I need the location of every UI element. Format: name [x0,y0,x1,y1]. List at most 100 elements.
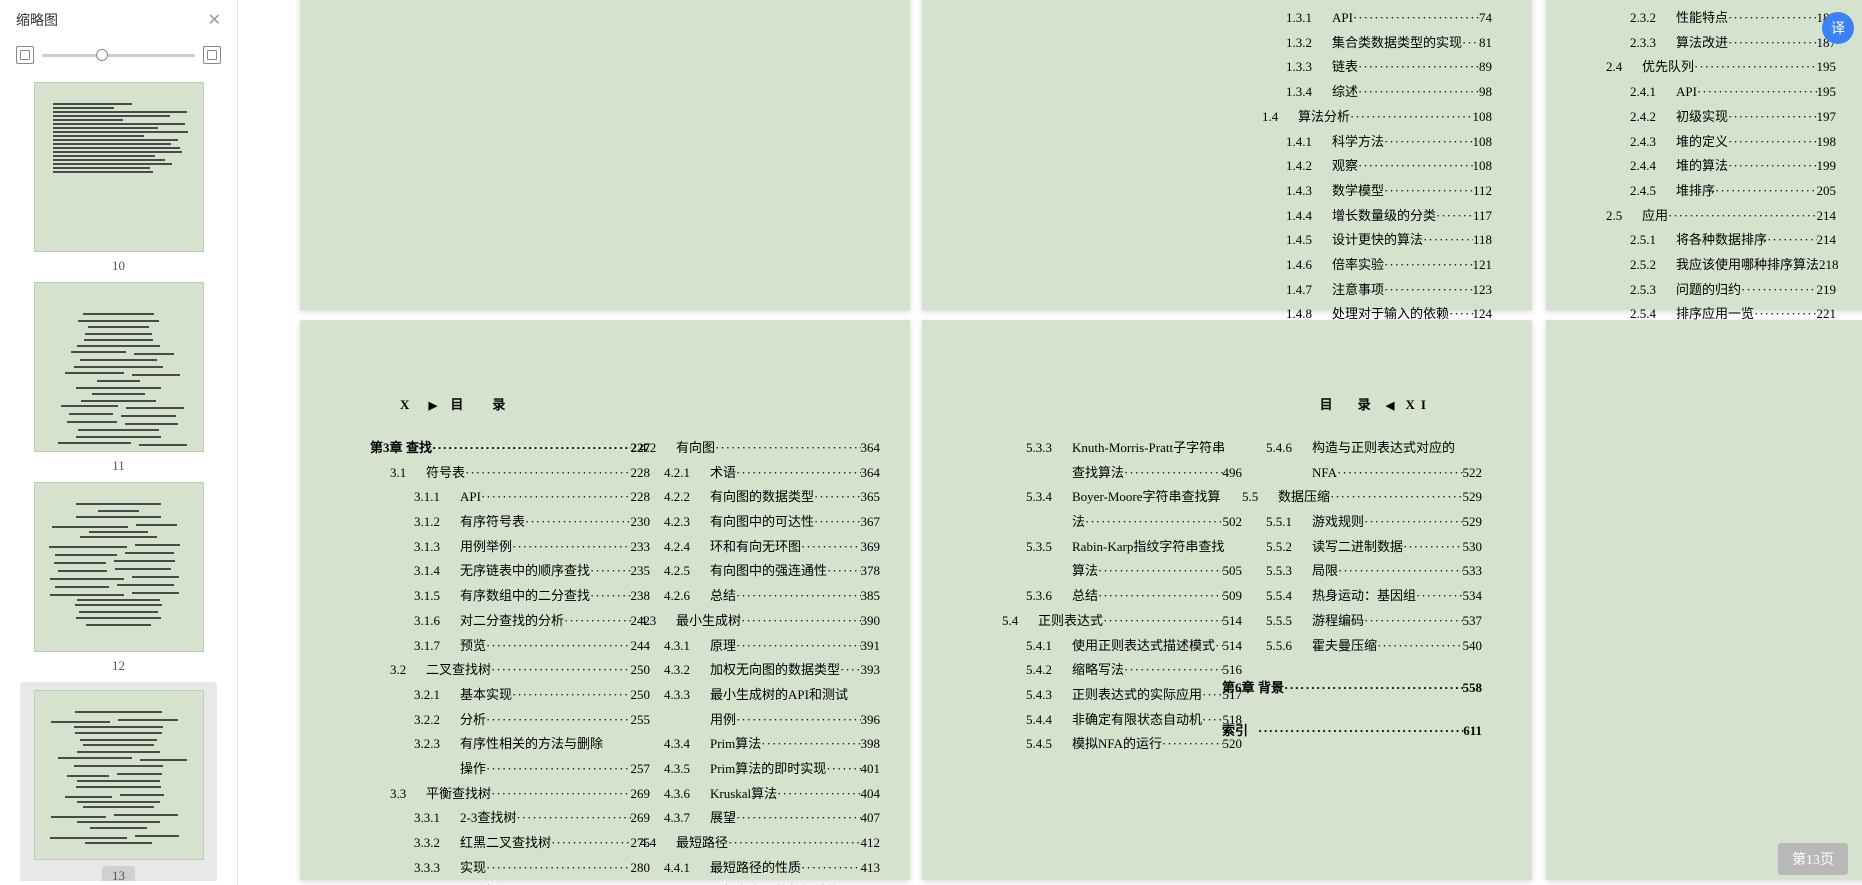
zoom-out-icon[interactable] [16,46,34,64]
toc-entry[interactable]: 5.3.5Rabin-Karp指纹字符串查找 [982,535,1242,560]
toc-entry[interactable]: 5.4.5模拟NFA的运行···························… [982,732,1242,757]
toc-entry[interactable]: 4.4.2加权有向图的数据结构·························… [620,880,880,885]
toc-entry[interactable]: 5.4.4非确定有限状态自动机·························… [982,708,1242,733]
toc-entry[interactable]: 1.3.2集合类数据类型的实现·························… [1242,31,1492,56]
toc-entry[interactable]: 3.1.3用例举例·······························… [370,535,650,560]
toc-entry[interactable]: 法·······································… [982,510,1242,535]
toc-entry[interactable]: 2.3.2性能特点·······························… [1586,6,1836,31]
toc-entry[interactable]: 4.2.2有向图的数据类型···························… [620,485,880,510]
toc-entry[interactable]: 1.3.1API································… [1242,6,1492,31]
toc-entry[interactable]: 1.4.3数学模型·······························… [1242,179,1492,204]
toc-entry[interactable]: 2.3.3算法改进·······························… [1586,31,1836,56]
toc-entry[interactable]: 4.3.2加权无向图的数据类型·························… [620,658,880,683]
toc-entry[interactable]: 3.1.6对二分查找的分析···························… [370,609,650,634]
toc-entry[interactable]: 3.2二叉查找树································… [370,658,650,683]
toc-entry[interactable]: 4.2有向图··································… [620,436,880,461]
page-indicator[interactable]: 第13页 [1778,843,1848,875]
toc-entry[interactable]: 5.4.3正则表达式的实际应用·························… [982,683,1242,708]
toc-entry[interactable]: 3.3.4删除操作·······························… [370,880,650,885]
toc-entry[interactable]: 5.5.1游戏规则·······························… [1222,510,1482,535]
toc-entry[interactable]: 2.5.1将各种数据排序····························… [1586,228,1836,253]
toc-entry[interactable]: 4.4.1最短路径的性质····························… [620,856,880,881]
toc-entry[interactable]: 2.4.1API································… [1586,80,1836,105]
thumbnail-list[interactable]: 10111213 [0,76,237,881]
toc-entry[interactable]: 操作······································… [370,757,650,782]
toc-entry[interactable]: 3.2.2分析·································… [370,708,650,733]
toc-entry[interactable]: 3.1.7预览·································… [370,634,650,659]
toc-entry[interactable]: 2.4优先队列·································… [1586,55,1836,80]
toc-entry[interactable]: 3.1.1API································… [370,485,650,510]
toc-entry[interactable]: 5.3.6总结·································… [982,584,1242,609]
document-viewer[interactable]: 1.2.4更多标准数据类型的实现························… [238,0,1862,885]
toc-entry[interactable]: 2.4.5堆排序································… [1586,179,1836,204]
toc-entry[interactable]: 5.5数据压缩·································… [1222,485,1482,510]
toc-entry[interactable]: 4.3.4Prim算法·····························… [620,732,880,757]
toc-entry[interactable]: 4.3.5Prim算法的即时实现························… [620,757,880,782]
zoom-slider[interactable] [42,54,195,57]
toc-entry[interactable]: 2.5应用···································… [1586,204,1836,229]
toc-entry[interactable]: 用例······································… [620,708,880,733]
toc-entry[interactable]: 5.5.5游程编码·······························… [1222,609,1482,634]
toc-entry[interactable]: 5.5.2读写二进制数据····························… [1222,535,1482,560]
toc-entry[interactable]: 4.3.1原理·································… [620,634,880,659]
toc-entry[interactable]: 4.2.1术语·································… [620,461,880,486]
toc-entry[interactable]: NFA·····································… [1222,461,1482,486]
toc-entry[interactable]: 3.3.3实现·································… [370,856,650,881]
toc-entry[interactable]: 5.4.6构造与正则表达式对应的 [1222,436,1482,461]
toc-entry[interactable]: 5.5.6霍夫曼压缩······························… [1222,634,1482,659]
toc-entry[interactable]: 4.3.6Kruskal算法··························… [620,782,880,807]
toc-entry[interactable]: 5.3.4Boyer-Moore字符串查找算 [982,485,1242,510]
toc-entry[interactable]: 5.3.3Knuth-Morris-Pratt子字符串 [982,436,1242,461]
toc-entry[interactable]: 5.4.1使用正则表达式描述模式························… [982,634,1242,659]
toc-entry[interactable]: 1.3.3链表·································… [1242,55,1492,80]
close-icon[interactable]: ✕ [208,10,221,30]
toc-entry[interactable]: 1.4.1科学方法·······························… [1242,130,1492,155]
toc-entry[interactable]: 5.5.4热身运动：基因组···························… [1222,584,1482,609]
toc-entry[interactable]: 2.5.2我应该使用哪种排序算法························… [1586,253,1836,278]
toc-entry[interactable]: 算法······································… [982,559,1242,584]
toc-entry[interactable]: 3.1符号表··································… [370,461,650,486]
toc-entry[interactable]: 3.2.3有序性相关的方法与删除 [370,732,650,757]
toc-entry[interactable]: 3.2.1基本实现·······························… [370,683,650,708]
toc-entry[interactable]: 3.3平衡查找树································… [370,782,650,807]
toc-entry[interactable]: 索引······································… [1222,719,1482,744]
toc-entry[interactable]: 4.2.5有向图中的强连通性··························… [620,559,880,584]
toc-entry[interactable]: 1.4.6倍率实验·······························… [1242,253,1492,278]
toc-entry[interactable]: 5.5.3局限·································… [1222,559,1482,584]
toc-entry[interactable]: 4.2.4环和有向无环图····························… [620,535,880,560]
toc-entry[interactable]: 2.4.3堆的定义·······························… [1586,130,1836,155]
toc-entry[interactable]: 2.4.4堆的算法·······························… [1586,154,1836,179]
toc-entry[interactable]: 3.3.12-3查找树·····························… [370,806,650,831]
toc-entry[interactable]: 1.3.4综述·································… [1242,80,1492,105]
thumbnail-card[interactable]: 11 [20,282,217,474]
toc-entry[interactable]: 4.4最短路径·································… [620,831,880,856]
toc-entry[interactable]: 第6章背景···································… [1222,676,1482,701]
toc-entry[interactable]: 5.4.2缩略写法·······························… [982,658,1242,683]
toc-entry[interactable]: 4.2.6总结·································… [620,584,880,609]
toc-entry[interactable]: 查找算法····································… [982,461,1242,486]
toc-entry[interactable]: 3.1.5有序数组中的二分查找·························… [370,584,650,609]
toc-entry[interactable]: 1.4.2观察·································… [1242,154,1492,179]
toc-number: 4.3.7 [664,806,710,831]
toc-entry[interactable]: 3.3.2红黑二叉查找树····························… [370,831,650,856]
toc-entry[interactable]: 3.1.4无序链表中的顺序查找·························… [370,559,650,584]
thumbnail-card[interactable]: 12 [20,482,217,674]
zoom-in-icon[interactable] [203,46,221,64]
toc-entry[interactable]: 2.4.2初级实现·······························… [1586,105,1836,130]
toc-entry[interactable]: 2.5.3问题的归约······························… [1586,278,1836,303]
toc-entry[interactable]: 第3章查找···································… [370,436,650,461]
toc-entry[interactable]: 1.4.4增长数量级的分类···························… [1242,204,1492,229]
toc-entry[interactable]: 4.3.3最小生成树的API和测试 [620,683,880,708]
toc-entry[interactable]: 4.2.3有向图中的可达性···························… [620,510,880,535]
thumbnail-card[interactable]: 13 [20,682,217,881]
toc-entry[interactable]: 4.3.7展望·································… [620,806,880,831]
toc-entry[interactable]: 1.4.7注意事项·······························… [1242,278,1492,303]
thumbnail-card[interactable]: 10 [20,82,217,274]
toc-entry[interactable]: 3.1.2有序符号表······························… [370,510,650,535]
zoom-thumb[interactable] [96,49,108,61]
toc-entry[interactable]: 5.4正则表达式································… [982,609,1242,634]
toc-entry[interactable]: 1.4算法分析·································… [1242,105,1492,130]
toc-entry[interactable]: 4.3最小生成树································… [620,609,880,634]
toc-entry[interactable]: 1.4.5设计更快的算法····························… [1242,228,1492,253]
translate-button[interactable]: 译 [1822,12,1854,44]
